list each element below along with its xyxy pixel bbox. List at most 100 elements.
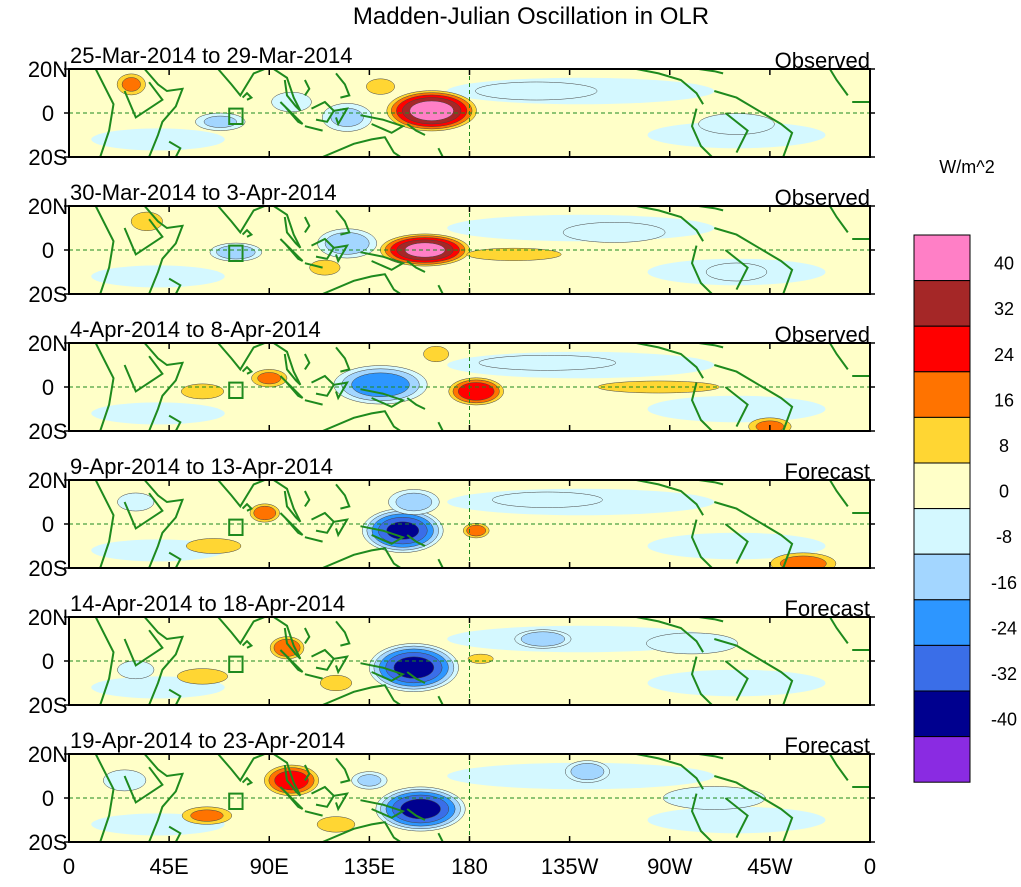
panel-6: 20N 0 20S 19-Apr-2014 to 23-Apr-2014 Forecas… xyxy=(28,728,875,855)
coastline xyxy=(406,397,426,410)
contour-level xyxy=(357,774,382,787)
anomaly-blob xyxy=(251,369,288,388)
y-tick-label: 20S xyxy=(28,556,67,581)
coastline xyxy=(690,382,713,431)
x-axis: 0 45E 90E 135E 180 135W 90W 45W 0 xyxy=(63,854,876,879)
coastline xyxy=(143,754,185,842)
coastline xyxy=(636,617,704,653)
coastline xyxy=(168,825,182,842)
contour-level xyxy=(366,78,395,95)
anomaly-blob xyxy=(316,816,356,833)
coastline xyxy=(273,754,302,797)
y-tick-label: 20N xyxy=(28,331,68,356)
coastline xyxy=(333,518,350,538)
coastline xyxy=(94,343,115,431)
contour-level xyxy=(103,769,147,792)
coastline xyxy=(241,502,254,512)
coastline xyxy=(335,72,351,99)
anomaly-blob xyxy=(249,503,280,523)
coastline xyxy=(724,112,749,154)
anomaly-blob xyxy=(320,674,352,692)
coastline xyxy=(143,343,185,431)
coastline xyxy=(724,523,749,565)
y-tick-label: 20N xyxy=(28,742,68,767)
coastline xyxy=(273,480,302,523)
panel-kind-label: Forecast xyxy=(784,459,870,484)
contour-level xyxy=(203,115,237,128)
colorbar-swatch xyxy=(913,644,971,692)
panel-kind-label: Forecast xyxy=(784,733,870,758)
coastline xyxy=(724,386,749,428)
coastline xyxy=(406,534,426,547)
panel-period-label: 30-Mar-2014 to 3-Apr-2014 xyxy=(70,180,337,205)
contour-level xyxy=(309,259,341,276)
contour-level xyxy=(180,383,225,400)
coastline xyxy=(829,754,849,781)
anomaly-blob xyxy=(117,492,155,512)
anomaly-field xyxy=(91,760,826,836)
anomaly-blob xyxy=(462,523,490,539)
contour-level xyxy=(400,798,441,820)
coastlines xyxy=(94,754,870,842)
region-box xyxy=(228,381,244,400)
coastline xyxy=(335,209,351,236)
anomaly-blob xyxy=(180,383,225,400)
coastline xyxy=(143,206,185,294)
anomaly-blob xyxy=(562,222,666,243)
region-box xyxy=(228,655,244,673)
panel-kind-label: Observed xyxy=(775,322,870,347)
y-tick-label: 0 xyxy=(42,238,54,263)
coastline xyxy=(360,799,406,819)
coastline xyxy=(714,364,794,431)
colorbar-swatch xyxy=(913,690,971,738)
contour-level xyxy=(117,492,155,512)
coastline xyxy=(94,69,115,157)
coastline xyxy=(322,821,402,842)
coastlines xyxy=(94,343,870,431)
colorbar-level-label: 32 xyxy=(994,299,1014,319)
anomaly-blob xyxy=(209,242,263,262)
y-tick-label: 0 xyxy=(42,786,54,811)
anomaly-blob xyxy=(366,78,395,95)
colorbar-level-label: -32 xyxy=(991,664,1017,684)
coastline xyxy=(168,688,182,705)
coastline xyxy=(690,108,713,157)
y-tick-label: 20S xyxy=(28,830,67,855)
panel-kind-label: Observed xyxy=(775,185,870,210)
weak-anomaly xyxy=(91,128,225,151)
y-tick-label: 0 xyxy=(42,512,54,537)
panel-period-label: 25-Mar-2014 to 29-Mar-2014 xyxy=(70,43,352,68)
coastline xyxy=(335,346,351,373)
coastline xyxy=(829,343,849,370)
coastline xyxy=(335,620,351,647)
coastline xyxy=(690,519,713,568)
panel-period-label: 14-Apr-2014 to 18-Apr-2014 xyxy=(70,591,345,616)
coastline xyxy=(333,244,350,264)
contour-level xyxy=(177,668,228,685)
coastline xyxy=(279,786,304,810)
contour-level xyxy=(186,538,242,554)
coastline xyxy=(333,792,350,812)
contour-level xyxy=(257,372,282,385)
y-tick-label: 20N xyxy=(28,468,68,493)
coastline xyxy=(636,69,704,105)
colorbar-swatch xyxy=(913,553,971,601)
coastline xyxy=(217,343,266,372)
contour-level xyxy=(467,653,494,664)
coastline xyxy=(273,206,302,249)
coastline xyxy=(829,69,849,96)
colorbar-level-label: -8 xyxy=(996,527,1012,547)
y-tick-label: 20S xyxy=(28,282,67,307)
coastline xyxy=(406,123,426,136)
coastline xyxy=(304,536,323,543)
contour-level xyxy=(492,491,603,508)
coastline xyxy=(437,147,444,157)
y-tick-label: 0 xyxy=(42,101,54,126)
coastlines xyxy=(94,206,870,294)
coastline xyxy=(714,775,794,842)
contour-level xyxy=(216,245,256,260)
anomaly-blob xyxy=(705,262,768,282)
x-tick-label: 45W xyxy=(747,854,792,879)
coastline xyxy=(143,617,185,705)
